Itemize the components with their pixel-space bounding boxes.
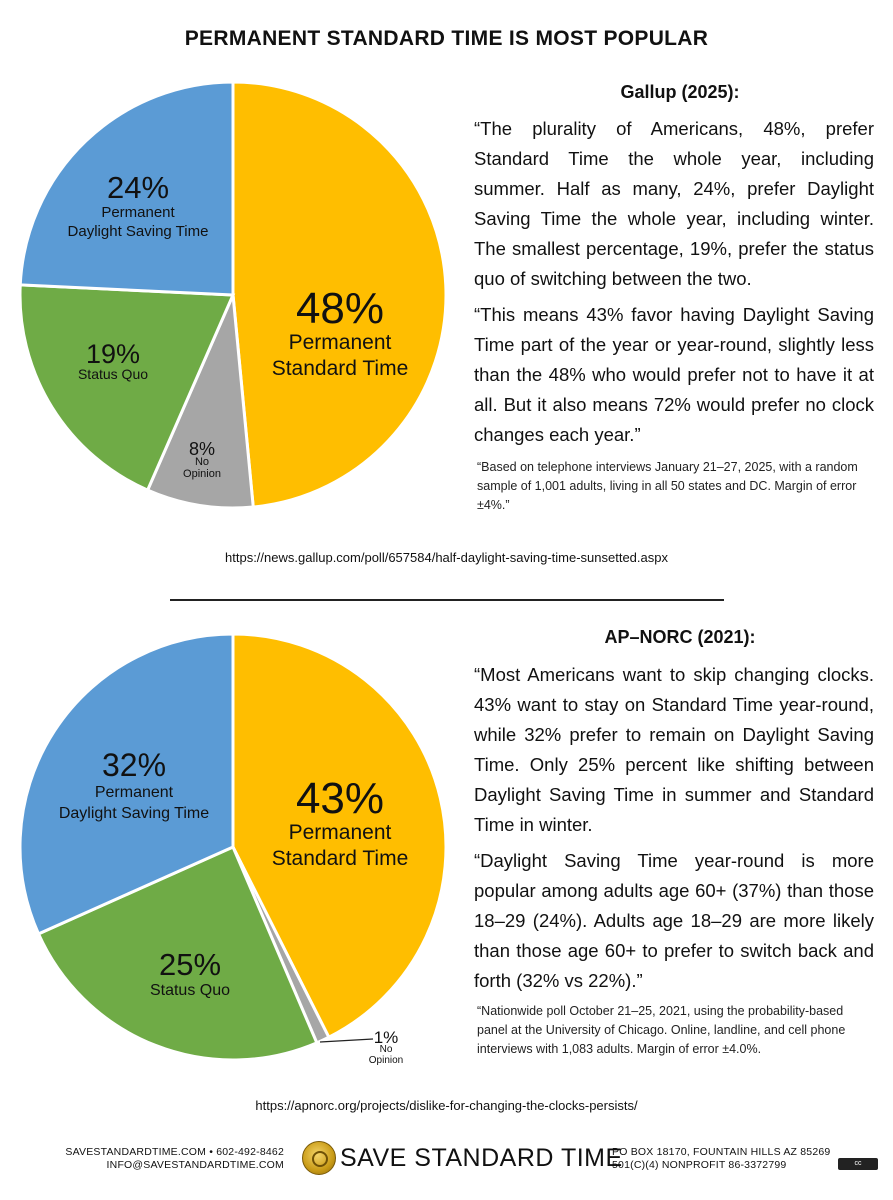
apnorc-quote-block: “Most Americans want to skip changing cl… [474, 660, 874, 1002]
gallup-source-title: Gallup (2025): [620, 82, 740, 102]
slice-label-permanent-standard-time: Permanent [289, 821, 392, 844]
footer-address-block: PO BOX 18170, FOUNTAIN HILLS AZ 85269 50… [612, 1146, 842, 1172]
footer-contact: SAVESTANDARDTIME.COM • 602-492-8462 INFO… [20, 1146, 284, 1172]
apnorc-quote-2: “Daylight Saving Time year-round is more… [474, 850, 874, 991]
slice-label-permanent-daylight-saving-time: Daylight Saving Time [68, 223, 209, 240]
apnorc-url[interactable]: https://apnorc.org/projects/dislike-for-… [255, 1098, 638, 1113]
slice-label-no-opinion: Opinion [369, 1055, 403, 1066]
page-title: PERMANENT STANDARD TIME IS MOST POPULAR [184, 27, 709, 50]
pie-slice-permanent-standard-time [231, 80, 448, 509]
gallup-quote-block: “The plurality of Americans, 48%, prefer… [474, 114, 874, 456]
cc-license-icon: cc [838, 1158, 878, 1170]
pie-slice-status-quo [18, 283, 236, 493]
gallup-quote-2: “This means 43% favor having Daylight Sa… [474, 304, 874, 445]
section-divider [170, 599, 724, 601]
apnorc-source-title: AP–NORC (2021): [604, 627, 756, 647]
slice-label-permanent-daylight-saving-time: Permanent [101, 204, 175, 221]
apnorc-methodology-note: “Nationwide poll October 21–25, 2021, us… [477, 1004, 846, 1056]
slice-percent-no-opinion: 1% [374, 1028, 399, 1047]
footer-org-name: SAVE STANDARD TIME [340, 1144, 623, 1172]
slice-percent-permanent-daylight-saving-time: 32% [102, 747, 166, 783]
slice-label-permanent-standard-time: Permanent [289, 331, 392, 354]
footer-address: PO BOX 18170, FOUNTAIN HILLS AZ 85269 [612, 1146, 831, 1158]
slice-label-permanent-daylight-saving-time: Permanent [95, 784, 174, 801]
slice-percent-permanent-standard-time: 48% [296, 284, 384, 333]
slice-label-permanent-standard-time: Standard Time [272, 357, 409, 380]
slice-percent-permanent-daylight-saving-time: 24% [107, 170, 169, 205]
slice-label-permanent-standard-time: Standard Time [272, 847, 409, 870]
gallup-url[interactable]: https://news.gallup.com/poll/657584/half… [225, 550, 668, 565]
footer-email[interactable]: INFO@SAVESTANDARDTIME.COM [106, 1159, 284, 1171]
slice-percent-status-quo: 25% [159, 947, 221, 982]
slice-label-permanent-daylight-saving-time: Daylight Saving Time [59, 805, 209, 822]
gallup-methodology-note: “Based on telephone interviews January 2… [477, 460, 858, 512]
slice-label-no-opinion: Opinion [183, 468, 221, 480]
pie-slice-permanent-daylight-saving-time [18, 80, 235, 297]
pie-slice-status-quo [36, 845, 319, 1062]
footer-nonprofit: 501(C)(4) NONPROFIT 86-3372799 [612, 1159, 787, 1171]
slice-label-status-quo: Status Quo [78, 366, 148, 382]
pie-slice-no-opinion [145, 289, 255, 510]
slice-percent-no-opinion: 8% [189, 439, 215, 459]
apnorc-quote-1: “Most Americans want to skip changing cl… [474, 664, 874, 835]
pie-slice-permanent-daylight-saving-time [18, 632, 235, 936]
slice-percent-permanent-standard-time: 43% [296, 774, 384, 823]
slice-label-no-opinion: No [380, 1044, 393, 1055]
pie-slice-permanent-standard-time [231, 632, 448, 1040]
footer-website[interactable]: SAVESTANDARDTIME.COM • 602-492-8462 [65, 1146, 284, 1158]
sun-seal-icon [302, 1141, 336, 1175]
slice-percent-status-quo: 19% [86, 339, 140, 369]
slice-label-no-opinion: No [195, 456, 209, 468]
gallup-quote-1: “The plurality of Americans, 48%, prefer… [474, 118, 874, 289]
slice-label-status-quo: Status Quo [150, 982, 230, 999]
leader-line-no-opinion [319, 1038, 374, 1043]
